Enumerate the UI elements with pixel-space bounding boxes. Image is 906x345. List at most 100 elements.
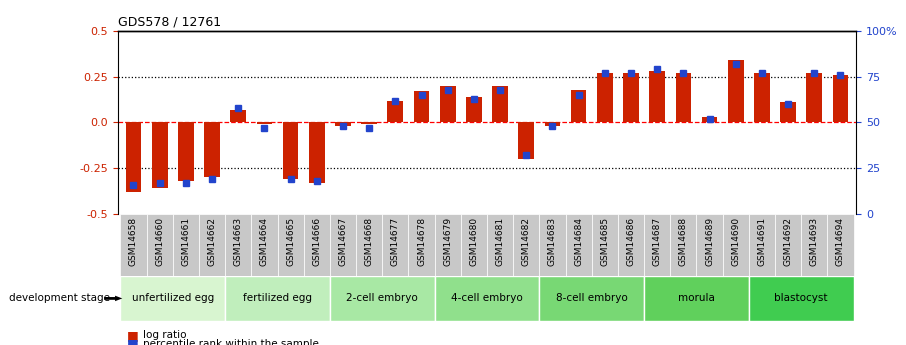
Bar [670,214,697,276]
Bar [513,214,539,276]
Bar [723,214,749,276]
Text: GSM14686: GSM14686 [626,217,635,266]
Bar [571,90,586,122]
Bar [676,73,691,122]
Bar [435,276,539,321]
Text: GSM14679: GSM14679 [443,217,452,266]
Text: GSM14690: GSM14690 [731,217,740,266]
Text: log ratio: log ratio [143,331,187,340]
Bar [126,122,141,192]
Bar [414,91,429,122]
Text: blastocyst: blastocyst [775,294,828,303]
Bar [461,214,487,276]
Text: GSM14684: GSM14684 [574,217,583,266]
Bar [435,214,461,276]
Bar [199,214,225,276]
Bar [147,214,173,276]
Bar [728,60,744,122]
Text: fertilized egg: fertilized egg [243,294,312,303]
Text: GSM14689: GSM14689 [705,217,714,266]
Bar [335,122,351,126]
Text: ■: ■ [127,337,139,345]
Text: GSM14663: GSM14663 [234,217,243,266]
Text: GSM14658: GSM14658 [129,217,138,266]
Bar [120,276,225,321]
Text: 8-cell embryo: 8-cell embryo [556,294,628,303]
Text: GSM14683: GSM14683 [548,217,557,266]
Bar [356,214,382,276]
Text: GSM14677: GSM14677 [390,217,400,266]
Bar [545,122,560,126]
Bar [697,214,723,276]
Bar [827,214,853,276]
Text: GSM14678: GSM14678 [417,217,426,266]
Bar [283,122,298,179]
Text: GSM14668: GSM14668 [364,217,373,266]
Bar [251,214,277,276]
Text: GSM14685: GSM14685 [601,217,610,266]
Text: GSM14692: GSM14692 [784,217,793,266]
Bar [330,276,435,321]
Bar [539,276,644,321]
Bar [120,214,147,276]
Bar [592,214,618,276]
Bar [518,122,535,159]
Bar [801,214,827,276]
Bar [623,73,639,122]
Bar [701,117,718,122]
Bar [833,75,848,122]
Text: GSM14666: GSM14666 [313,217,322,266]
Text: GDS578 / 12761: GDS578 / 12761 [118,16,221,29]
Text: development stage: development stage [9,294,110,303]
Bar [806,73,822,122]
Text: 2-cell embryo: 2-cell embryo [346,294,418,303]
Bar [780,102,796,122]
Bar [309,122,324,183]
Bar [439,86,456,122]
Text: GSM14694: GSM14694 [836,217,845,266]
Bar [225,214,251,276]
Bar [492,86,508,122]
Text: GSM14660: GSM14660 [155,217,164,266]
Bar [775,214,801,276]
Text: GSM14693: GSM14693 [810,217,819,266]
Bar [178,122,194,181]
Bar [644,276,749,321]
Text: GSM14687: GSM14687 [652,217,661,266]
Bar [230,110,246,122]
Bar [204,122,220,177]
Text: GSM14681: GSM14681 [496,217,505,266]
Bar [304,214,330,276]
Bar [618,214,644,276]
Bar [539,214,565,276]
Bar [388,100,403,122]
Bar [409,214,435,276]
Bar [644,214,670,276]
Bar [382,214,409,276]
Bar [754,73,770,122]
Text: percentile rank within the sample: percentile rank within the sample [143,339,319,345]
Bar [256,122,273,124]
Text: 4-cell embryo: 4-cell embryo [451,294,523,303]
Bar [565,214,592,276]
Bar [487,214,513,276]
Bar [152,122,168,188]
Text: GSM14661: GSM14661 [181,217,190,266]
Text: GSM14688: GSM14688 [679,217,688,266]
Text: GSM14682: GSM14682 [522,217,531,266]
Bar [749,214,775,276]
Text: GSM14691: GSM14691 [757,217,766,266]
Bar [597,73,612,122]
Bar [650,71,665,122]
Bar [225,276,330,321]
Text: GSM14662: GSM14662 [207,217,217,266]
Bar [466,97,482,122]
Text: unfertilized egg: unfertilized egg [131,294,214,303]
Text: GSM14665: GSM14665 [286,217,295,266]
Bar [361,122,377,124]
Bar [173,214,199,276]
Bar [749,276,853,321]
Bar [277,214,304,276]
Text: GSM14664: GSM14664 [260,217,269,266]
Text: GSM14667: GSM14667 [339,217,348,266]
